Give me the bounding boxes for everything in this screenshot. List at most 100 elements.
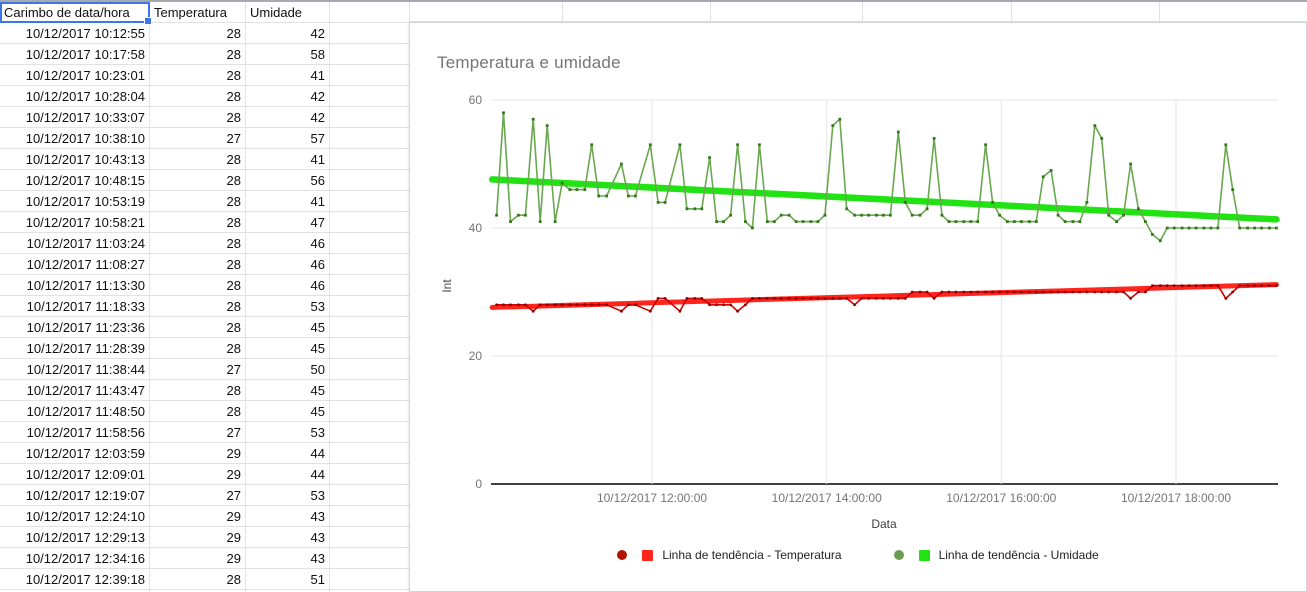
cell[interactable]: 27 <box>150 359 246 379</box>
cell[interactable] <box>330 359 410 379</box>
cell[interactable]: 28 <box>150 380 246 400</box>
cell[interactable]: 10/12/2017 11:38:44 <box>0 359 150 379</box>
cell[interactable]: 58 <box>246 44 330 64</box>
cell[interactable]: 10/12/2017 11:03:24 <box>0 233 150 253</box>
cell[interactable]: 28 <box>150 296 246 316</box>
cell[interactable] <box>330 23 410 43</box>
chart-container[interactable]: 60 40 20 0 10/12/2017 12:00:00 10/12/2017 14:… <box>409 22 1307 592</box>
cell[interactable]: 53 <box>246 485 330 505</box>
cell[interactable] <box>330 422 410 442</box>
cell[interactable]: 43 <box>246 527 330 547</box>
cell[interactable]: 29 <box>150 506 246 526</box>
cell[interactable] <box>330 212 410 232</box>
cell[interactable]: 10/12/2017 10:58:21 <box>0 212 150 232</box>
cell[interactable]: 10/12/2017 11:23:36 <box>0 317 150 337</box>
cell[interactable]: 10/12/2017 12:39:18 <box>0 569 150 589</box>
cell[interactable]: 10/12/2017 11:43:47 <box>0 380 150 400</box>
cell[interactable]: 53 <box>246 296 330 316</box>
cell[interactable] <box>330 338 410 358</box>
cell[interactable] <box>330 2 410 22</box>
cell[interactable] <box>330 380 410 400</box>
cell[interactable] <box>330 149 410 169</box>
cell[interactable]: 29 <box>150 443 246 463</box>
cell[interactable] <box>330 44 410 64</box>
cell[interactable]: 10/12/2017 11:48:50 <box>0 401 150 421</box>
cell[interactable] <box>330 464 410 484</box>
cell[interactable]: 28 <box>150 254 246 274</box>
cell[interactable]: 42 <box>246 86 330 106</box>
cell[interactable] <box>330 86 410 106</box>
cell[interactable] <box>330 65 410 85</box>
cell[interactable]: Temperatura <box>150 2 246 22</box>
cell[interactable]: 10/12/2017 11:58:56 <box>0 422 150 442</box>
cell[interactable]: 28 <box>150 569 246 589</box>
cell[interactable]: 10/12/2017 10:33:07 <box>0 107 150 127</box>
cell[interactable]: 45 <box>246 338 330 358</box>
cell[interactable] <box>330 128 410 148</box>
cell[interactable] <box>330 254 410 274</box>
cell[interactable]: 45 <box>246 317 330 337</box>
cell[interactable]: 10/12/2017 11:28:39 <box>0 338 150 358</box>
cell[interactable]: 10/12/2017 12:09:01 <box>0 464 150 484</box>
cell[interactable]: 51 <box>246 569 330 589</box>
cell[interactable] <box>330 506 410 526</box>
cell[interactable]: 28 <box>150 149 246 169</box>
cell[interactable]: 28 <box>150 65 246 85</box>
cell[interactable] <box>330 107 410 127</box>
cell[interactable]: 10/12/2017 10:48:15 <box>0 170 150 190</box>
cell[interactable]: 41 <box>246 149 330 169</box>
cell[interactable]: 29 <box>150 527 246 547</box>
cell[interactable]: 10/12/2017 12:03:59 <box>0 443 150 463</box>
cell[interactable]: 43 <box>246 548 330 568</box>
cell[interactable]: 10/12/2017 11:18:33 <box>0 296 150 316</box>
cell[interactable] <box>246 590 330 592</box>
cell[interactable]: 45 <box>246 380 330 400</box>
cell[interactable] <box>0 590 150 592</box>
cell[interactable]: 10/12/2017 12:19:07 <box>0 485 150 505</box>
cell[interactable]: 10/12/2017 12:34:16 <box>0 548 150 568</box>
cell[interactable]: 10/12/2017 10:12:55 <box>0 23 150 43</box>
cell[interactable]: 44 <box>246 443 330 463</box>
cell[interactable]: 28 <box>150 401 246 421</box>
cell[interactable]: 47 <box>246 212 330 232</box>
cell[interactable]: 10/12/2017 10:43:13 <box>0 149 150 169</box>
cell[interactable] <box>330 233 410 253</box>
cell[interactable]: 46 <box>246 254 330 274</box>
cell[interactable] <box>150 590 246 592</box>
cell[interactable] <box>330 317 410 337</box>
legend-item[interactable]: Linha de tendência - Umidade <box>893 548 1099 562</box>
cell[interactable]: 56 <box>246 170 330 190</box>
cell[interactable]: 50 <box>246 359 330 379</box>
cell[interactable]: 46 <box>246 233 330 253</box>
cell[interactable]: 29 <box>150 548 246 568</box>
cell[interactable]: 28 <box>150 233 246 253</box>
cell[interactable] <box>330 191 410 211</box>
cell[interactable] <box>330 548 410 568</box>
cell[interactable]: 28 <box>150 44 246 64</box>
cell[interactable]: 10/12/2017 11:13:30 <box>0 275 150 295</box>
fill-handle[interactable] <box>144 17 152 25</box>
cell[interactable]: 10/12/2017 10:28:04 <box>0 86 150 106</box>
cell[interactable]: 45 <box>246 401 330 421</box>
cell[interactable]: 41 <box>246 191 330 211</box>
cell[interactable]: 27 <box>150 485 246 505</box>
cell[interactable]: 46 <box>246 275 330 295</box>
cell[interactable]: 27 <box>150 422 246 442</box>
cell[interactable]: 28 <box>150 212 246 232</box>
cell[interactable]: 28 <box>150 107 246 127</box>
cell[interactable]: Umidade <box>246 2 330 22</box>
cell[interactable] <box>330 485 410 505</box>
cell[interactable]: 29 <box>150 464 246 484</box>
cell[interactable]: 28 <box>150 170 246 190</box>
cell[interactable]: 28 <box>150 275 246 295</box>
cell[interactable]: 27 <box>150 128 246 148</box>
cell[interactable]: 42 <box>246 107 330 127</box>
cell[interactable] <box>330 296 410 316</box>
cell[interactable]: 41 <box>246 65 330 85</box>
legend-item[interactable]: Linha de tendência - Temperatura <box>617 548 842 562</box>
cell[interactable]: 28 <box>150 23 246 43</box>
cell[interactable]: 42 <box>246 23 330 43</box>
cell[interactable]: 10/12/2017 12:24:10 <box>0 506 150 526</box>
cell[interactable] <box>330 569 410 589</box>
cell[interactable] <box>330 170 410 190</box>
